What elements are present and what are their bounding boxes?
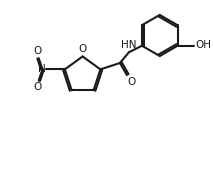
Text: O: O	[79, 44, 87, 54]
Text: O: O	[34, 82, 42, 92]
Text: OH: OH	[195, 40, 211, 50]
Text: O: O	[34, 46, 42, 56]
Text: N: N	[37, 64, 45, 74]
Text: HN: HN	[121, 40, 137, 50]
Text: O: O	[128, 77, 136, 87]
